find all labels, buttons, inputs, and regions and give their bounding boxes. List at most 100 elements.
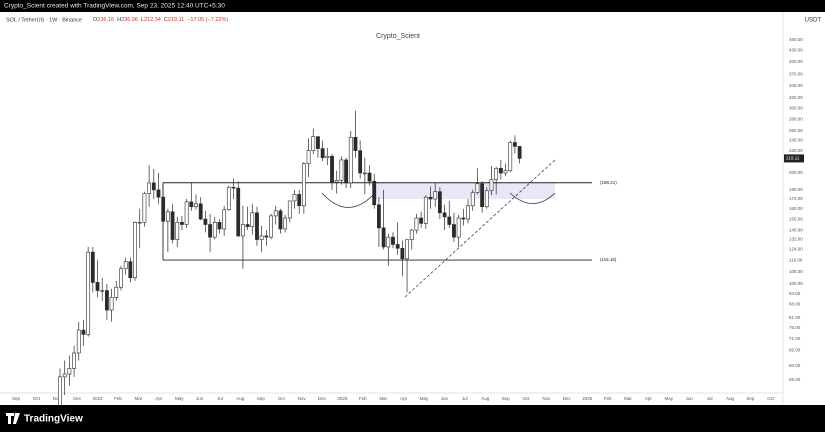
x-tick-label: 2025 bbox=[337, 396, 348, 401]
candle-body bbox=[194, 203, 198, 208]
y-tick-label: 200.00 bbox=[789, 170, 803, 175]
y-tick-label: 280.00 bbox=[789, 116, 803, 121]
x-tick-label: 2024 bbox=[93, 396, 104, 401]
x-tick-label: Oct bbox=[278, 396, 286, 401]
x-tick-label: Oct bbox=[522, 396, 530, 401]
candle-body bbox=[236, 187, 241, 237]
candle-body bbox=[67, 368, 72, 375]
candle-body bbox=[377, 204, 381, 229]
y-tick-label: 345.00 bbox=[789, 83, 803, 88]
candle-body bbox=[419, 217, 424, 224]
ohlc-value: 219.11 bbox=[168, 17, 184, 23]
y-tick-label: 230.00 bbox=[789, 148, 803, 153]
x-tick-label: Aug bbox=[236, 396, 245, 401]
candle-body bbox=[461, 217, 466, 220]
x-tick-label: Mar bbox=[624, 396, 632, 401]
candle-body bbox=[137, 222, 142, 224]
candle-body bbox=[226, 186, 231, 211]
candle-body bbox=[316, 136, 320, 149]
y-tick-label: 66.00 bbox=[789, 348, 801, 353]
ohlc-value: 236.96 bbox=[121, 17, 138, 23]
candle-body bbox=[503, 170, 508, 174]
y-tick-label: 108.00 bbox=[789, 269, 803, 274]
x-tick-label: Sep bbox=[746, 396, 755, 401]
candle-body bbox=[452, 224, 456, 238]
y-tick-label: 132.00 bbox=[789, 237, 803, 242]
candle-body bbox=[437, 191, 442, 214]
candle-body bbox=[498, 167, 503, 174]
x-tick-label: Nov bbox=[53, 396, 62, 401]
candle-body bbox=[517, 146, 522, 159]
candle-body bbox=[301, 163, 306, 207]
candle-body bbox=[203, 218, 208, 225]
candle-body bbox=[133, 222, 137, 279]
candle-body bbox=[222, 209, 227, 230]
logo bbox=[6, 413, 20, 424]
candle-body bbox=[475, 183, 480, 193]
x-tick-label: Mar bbox=[135, 396, 143, 401]
ohlc-value: 212.34 bbox=[144, 17, 161, 23]
y-tick-label: 60.00 bbox=[789, 363, 801, 368]
candle-body bbox=[81, 329, 86, 335]
chart-title: Crypto_Scient bbox=[376, 33, 420, 40]
candle-body bbox=[156, 189, 161, 198]
plot: 55.00 60.00 66.00 71.00 76.00 81.00 88.00 94.00… bbox=[12, 37, 804, 431]
ohlc-prefix: H bbox=[117, 17, 121, 23]
y-tick-label: 460.00 bbox=[789, 37, 803, 42]
candle-body bbox=[395, 244, 400, 249]
candle-body bbox=[433, 191, 438, 200]
candle-body bbox=[217, 222, 222, 230]
candle-body bbox=[175, 222, 180, 240]
y-tick-label: 124.00 bbox=[789, 247, 803, 252]
top-bar-text: Crypto_Scient created with TradingView.c… bbox=[4, 3, 225, 10]
candle-body bbox=[372, 180, 377, 206]
ohlc-prefix: C bbox=[164, 17, 168, 23]
candle-body bbox=[142, 193, 147, 223]
cup-arc bbox=[321, 192, 376, 208]
y-tick-label: 160.00 bbox=[789, 206, 803, 211]
candle-body bbox=[287, 200, 292, 219]
y-tick-label: 88.00 bbox=[789, 302, 801, 307]
candle-body bbox=[480, 183, 485, 208]
x-tick-label: Aug bbox=[481, 396, 490, 401]
candle-body bbox=[292, 194, 297, 202]
ohlc-prefix: O bbox=[93, 17, 98, 23]
candle-body bbox=[208, 224, 212, 238]
x-tick-label: Aug bbox=[726, 396, 735, 401]
candle-body bbox=[109, 297, 114, 311]
candle-body bbox=[386, 236, 391, 248]
x-tick-label: Sep bbox=[12, 396, 21, 401]
y-tick-label: 76.00 bbox=[789, 325, 801, 330]
y-tick-label: 71.00 bbox=[789, 336, 801, 341]
x-tick-label: Apr bbox=[155, 396, 163, 401]
candle-body bbox=[76, 329, 81, 354]
candle-body bbox=[151, 182, 156, 191]
candle-body bbox=[198, 203, 203, 220]
x-tick-label: Nov bbox=[298, 396, 307, 401]
price-tag-label: 219.11 bbox=[786, 156, 800, 161]
x-tick-label: Apr bbox=[400, 396, 408, 401]
candle-body bbox=[330, 155, 334, 183]
y-tick-label: 170.00 bbox=[789, 196, 803, 201]
x-tick-label: Jul bbox=[707, 396, 713, 401]
x-tick-label: Apr bbox=[645, 396, 653, 401]
x-tick-label: Feb bbox=[359, 396, 367, 401]
candle-body bbox=[128, 261, 133, 279]
symbol: SOL / TetherUS · 1W · Binance bbox=[6, 17, 82, 23]
candle-body bbox=[484, 190, 489, 208]
candle-body bbox=[320, 148, 325, 159]
brand: TradingView bbox=[24, 414, 83, 425]
x-tick-label: Jul bbox=[217, 396, 223, 401]
price-tag bbox=[784, 154, 804, 163]
candle-body bbox=[170, 211, 175, 240]
y-tick-label: 370.00 bbox=[789, 72, 803, 77]
candle-body bbox=[147, 182, 152, 194]
candle-body bbox=[508, 142, 513, 171]
candle-body bbox=[381, 227, 386, 248]
x-tick-label: 2026 bbox=[582, 396, 593, 401]
candle-body bbox=[470, 192, 475, 207]
candle-body bbox=[344, 159, 348, 184]
candle-body bbox=[325, 155, 330, 159]
candle-body bbox=[353, 136, 358, 151]
candle-body bbox=[245, 224, 250, 228]
